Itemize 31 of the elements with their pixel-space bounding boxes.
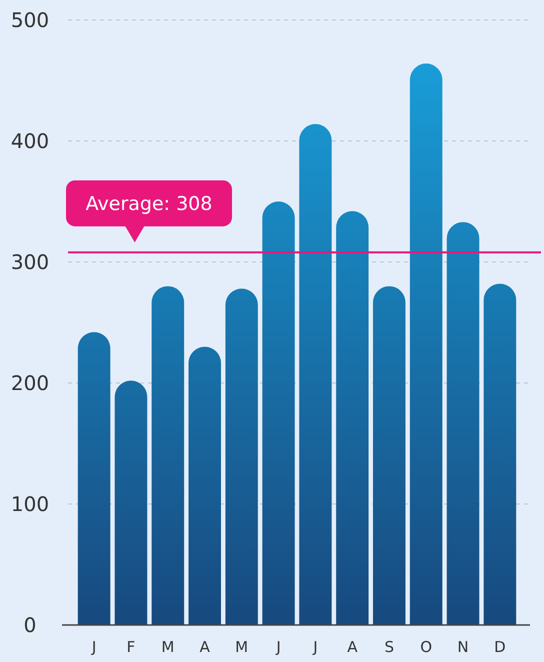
x-tick-label: S xyxy=(384,638,394,656)
bar xyxy=(114,380,148,625)
bar xyxy=(410,64,442,625)
x-tick-label: J xyxy=(90,638,96,656)
x-tick-label: M xyxy=(161,638,174,656)
x-tick-label: J xyxy=(312,638,318,656)
y-tick-label: 0 xyxy=(24,613,36,637)
x-tick-label: A xyxy=(347,638,358,656)
bar xyxy=(484,284,516,625)
bar xyxy=(152,286,184,625)
x-tick-label: M xyxy=(235,638,248,656)
bar xyxy=(262,202,295,625)
x-tick-label: D xyxy=(494,638,506,656)
x-tick-label: O xyxy=(420,638,432,656)
y-tick-label: 300 xyxy=(10,250,50,274)
bar xyxy=(188,346,221,625)
y-tick-label: 500 xyxy=(10,8,50,32)
x-tick-label: F xyxy=(126,638,136,656)
x-tick-label: J xyxy=(275,638,281,656)
y-tick-label: 400 xyxy=(10,129,50,153)
bar xyxy=(299,124,332,625)
x-tick-label: A xyxy=(200,638,211,656)
bar xyxy=(225,288,258,625)
bar xyxy=(78,332,110,625)
y-tick-label: 100 xyxy=(10,492,50,516)
ref-line-label: Average: 308 xyxy=(86,192,212,215)
x-tick-label: N xyxy=(457,638,469,656)
bar xyxy=(446,222,480,625)
y-tick-label: 200 xyxy=(10,371,50,395)
bar xyxy=(373,286,406,625)
bar xyxy=(336,211,369,625)
